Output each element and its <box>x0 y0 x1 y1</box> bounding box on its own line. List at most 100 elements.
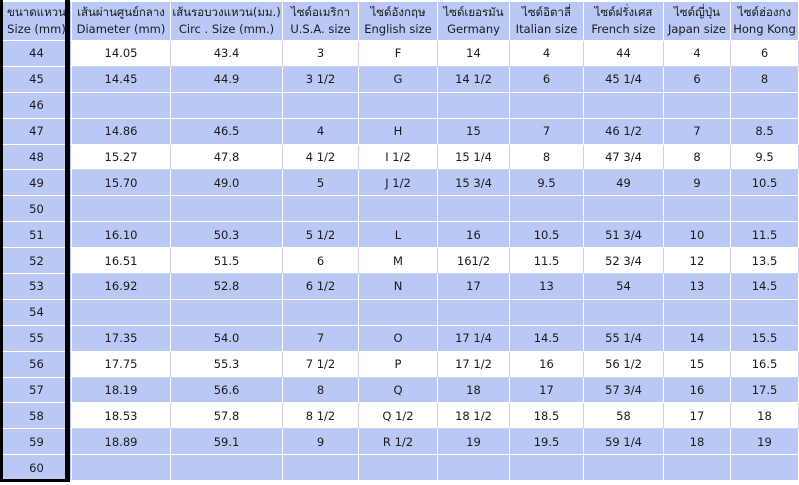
cell-english-size: R 1/2 <box>358 428 438 456</box>
table-row: 51 16.10 50.3 5 1/2 L 16 10.5 51 3/4 10 11.5 <box>1 221 799 249</box>
cell-germany-size: 19 <box>437 428 510 456</box>
cell-circumference-mm: 51.5 <box>170 247 283 275</box>
cell-french-size: 52 3/4 <box>583 247 664 275</box>
table-row: 47 14.86 46.5 4 H 15 7 46 1/2 7 8.5 <box>1 117 799 145</box>
cell-usa-size: 4 <box>282 117 359 145</box>
cell-english-size: G <box>358 65 438 93</box>
cell-japan-size <box>663 91 731 119</box>
cell-hong-kong-size <box>730 298 799 326</box>
cell-hong-kong-size: 14.5 <box>730 273 799 300</box>
cell-hong-kong-size: 19 <box>730 428 799 456</box>
table-header: ขนาดแหวน Size (mm) เส้นผ่านศูนย์กลาง Diamet… <box>1 1 799 41</box>
cell-hong-kong-size: 6 <box>730 40 799 67</box>
cell-english-size <box>358 91 438 119</box>
cell-japan-size: 8 <box>663 143 731 171</box>
header-hong-kong-size-english: Hong Kong <box>733 22 796 36</box>
cell-japan-size: 13 <box>663 273 731 300</box>
cell-usa-size: 5 1/2 <box>282 221 359 249</box>
cell-circumference-mm: 46.5 <box>170 117 283 145</box>
cell-italian-size <box>509 195 584 223</box>
cell-diameter-mm <box>71 298 171 326</box>
cell-usa-size: 3 1/2 <box>282 65 359 93</box>
cell-hong-kong-size <box>730 195 799 223</box>
table-row: 54 <box>1 298 799 326</box>
header-diameter-mm-thai: เส้นผ่านศูนย์กลาง <box>77 5 165 19</box>
cell-usa-size <box>282 195 359 223</box>
cell-hong-kong-size: 18 <box>730 402 799 430</box>
cell-japan-size <box>663 298 731 326</box>
cell-french-size: 55 1/4 <box>583 324 664 352</box>
header-circumference-mm-english: Circ . Size (mm.) <box>178 22 275 36</box>
header-english-size: ไซด์อังกฤษ English size <box>358 1 438 41</box>
cell-circumference-mm: 55.3 <box>170 350 283 378</box>
cell-english-size <box>358 298 438 326</box>
cell-germany-size: 15 1/4 <box>437 143 510 171</box>
cell-diameter-mm: 15.70 <box>71 169 171 197</box>
cell-italian-size: 4 <box>509 40 584 67</box>
cell-diameter-mm: 14.86 <box>71 117 171 145</box>
cell-size-mm: 56 <box>1 350 72 378</box>
cell-french-size <box>583 298 664 326</box>
cell-french-size <box>583 91 664 119</box>
cell-circumference-mm <box>170 91 283 119</box>
header-row: ขนาดแหวน Size (mm) เส้นผ่านศูนย์กลาง Diamet… <box>1 1 799 41</box>
table-row: 57 18.19 56.6 8 Q 18 17 57 3/4 16 17.5 <box>1 376 799 404</box>
header-french-size-thai: ไซด์ฝรั่งเศส <box>594 5 653 19</box>
cell-english-size <box>358 195 438 223</box>
cell-french-size: 56 1/2 <box>583 350 664 378</box>
cell-hong-kong-size: 11.5 <box>730 221 799 249</box>
table-row: 46 <box>1 91 799 119</box>
cell-circumference-mm: 57.8 <box>170 402 283 430</box>
cell-japan-size: 12 <box>663 247 731 275</box>
cell-germany-size: 15 <box>437 117 510 145</box>
cell-size-mm: 53 <box>1 273 72 300</box>
header-germany-size: ไซด์เยอรมัน Germany <box>437 1 510 41</box>
cell-size-mm: 59 <box>1 428 72 456</box>
cell-usa-size: 6 1/2 <box>282 273 359 300</box>
cell-italian-size: 13 <box>509 273 584 300</box>
cell-english-size: Q 1/2 <box>358 402 438 430</box>
cell-italian-size: 14.5 <box>509 324 584 352</box>
cell-french-size: 59 1/4 <box>583 428 664 456</box>
cell-germany-size: 14 1/2 <box>437 65 510 93</box>
cell-germany-size: 17 1/4 <box>437 324 510 352</box>
cell-english-size: M <box>358 247 438 275</box>
cell-size-mm: 50 <box>1 195 72 223</box>
cell-japan-size <box>663 454 731 482</box>
cell-diameter-mm: 18.53 <box>71 402 171 430</box>
cell-size-mm: 51 <box>1 221 72 249</box>
cell-size-mm: 55 <box>1 324 72 352</box>
cell-usa-size <box>282 454 359 482</box>
cell-french-size: 58 <box>583 402 664 430</box>
cell-size-mm: 57 <box>1 376 72 404</box>
cell-circumference-mm: 50.3 <box>170 221 283 249</box>
table-row: 52 16.51 51.5 6 M 161/2 11.5 52 3/4 12 13.5 <box>1 247 799 275</box>
cell-japan-size: 6 <box>663 65 731 93</box>
header-english-size-english: English size <box>364 22 432 36</box>
cell-diameter-mm: 15.27 <box>71 143 171 171</box>
cell-usa-size: 7 <box>282 324 359 352</box>
cell-usa-size: 3 <box>282 40 359 67</box>
cell-english-size: N <box>358 273 438 300</box>
header-diameter-mm: เส้นผ่านศูนย์กลาง Diameter (mm) <box>71 1 171 41</box>
table-row: 60 <box>1 454 799 482</box>
cell-hong-kong-size: 10.5 <box>730 169 799 197</box>
cell-japan-size: 9 <box>663 169 731 197</box>
header-usa-size-thai: ไซด์อเมริกา <box>290 5 351 19</box>
cell-usa-size: 7 1/2 <box>282 350 359 378</box>
cell-germany-size: 17 <box>437 273 510 300</box>
header-italian-size-thai: ไซด์อิตาลี่ <box>522 5 571 19</box>
cell-size-mm: 45 <box>1 65 72 93</box>
cell-size-mm: 58 <box>1 402 72 430</box>
table-row: 58 18.53 57.8 8 1/2 Q 1/2 18 1/2 18.5 58 17 18 <box>1 402 799 430</box>
cell-diameter-mm: 18.19 <box>71 376 171 404</box>
cell-italian-size <box>509 298 584 326</box>
table-body: 44 14.05 43.4 3 F 14 4 44 4 6 45 14.45 44.9 3 1/2 G 14 … <box>1 40 799 482</box>
cell-size-mm: 60 <box>1 454 72 482</box>
cell-germany-size: 18 1/2 <box>437 402 510 430</box>
table-row: 49 15.70 49.0 5 J 1/2 15 3/4 9.5 49 9 10.5 <box>1 169 799 197</box>
cell-diameter-mm <box>71 91 171 119</box>
cell-circumference-mm: 49.0 <box>170 169 283 197</box>
cell-diameter-mm: 17.75 <box>71 350 171 378</box>
cell-hong-kong-size: 8.5 <box>730 117 799 145</box>
